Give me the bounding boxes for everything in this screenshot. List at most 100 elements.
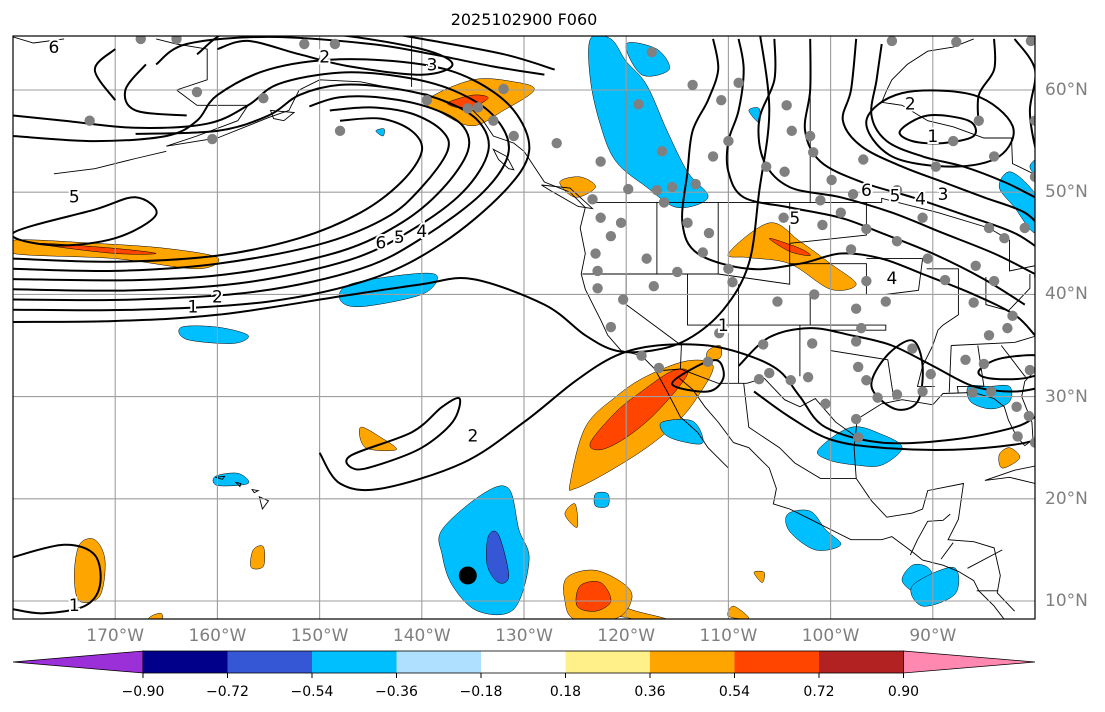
station-dot xyxy=(656,146,668,157)
contour-sc-closed xyxy=(977,354,1035,381)
station-dot xyxy=(421,95,433,106)
station-dot xyxy=(852,432,864,443)
station-dot xyxy=(761,161,772,172)
station-dot xyxy=(847,189,859,200)
coast-kodiak xyxy=(269,109,296,122)
longitude-label: 90°W xyxy=(909,626,957,646)
station-dot xyxy=(1029,437,1035,448)
station-dot xyxy=(615,217,627,229)
station-dot xyxy=(727,276,738,288)
longitude-label: 170°W xyxy=(86,626,145,646)
fill-neg-panama xyxy=(910,567,960,607)
station-dot xyxy=(807,338,818,349)
station-dot xyxy=(633,99,644,110)
station-dot xyxy=(973,115,984,126)
contour-label: 2 xyxy=(905,94,916,114)
station-dot xyxy=(978,358,990,370)
station-dot xyxy=(845,244,857,255)
station-dot xyxy=(802,371,814,383)
fill-pos-baja-core xyxy=(589,368,689,451)
longitude-label: 160°W xyxy=(188,626,247,646)
contour-label: 3 xyxy=(938,185,949,205)
contour-east-1 xyxy=(681,38,1035,337)
latitude-label: 30°N xyxy=(1045,386,1088,407)
station-dot xyxy=(858,154,869,165)
contour-ridge-6 xyxy=(13,117,424,263)
contour-east-2 xyxy=(725,38,1026,306)
border-us-states-9 xyxy=(866,258,924,295)
contour-label: 5 xyxy=(394,228,405,248)
latitude-label: 50°N xyxy=(1045,182,1088,203)
station-dot xyxy=(1029,115,1035,126)
colorbar-tick-label: 0.54 xyxy=(718,684,751,700)
contour-label: 5 xyxy=(890,186,901,206)
coast-cuba xyxy=(984,465,1035,485)
station-dot xyxy=(587,194,598,205)
station-dot xyxy=(84,115,95,126)
fill-neg-alaska-ne xyxy=(625,42,670,77)
station-dot xyxy=(778,212,789,223)
station-dot xyxy=(716,95,727,106)
station-dot xyxy=(636,350,647,361)
border-us-states-10 xyxy=(916,268,959,387)
station-dot xyxy=(983,222,995,234)
station-dots xyxy=(84,36,1035,448)
station-dot xyxy=(826,174,837,186)
contour-label: 4 xyxy=(416,222,427,242)
station-dot xyxy=(850,336,862,347)
colorbar-frame xyxy=(142,650,904,674)
colorbar-tick-label: −0.18 xyxy=(459,684,503,700)
contour-1-west-pacific xyxy=(13,543,102,615)
station-dot xyxy=(886,36,898,47)
station-dot xyxy=(985,386,997,397)
graticule xyxy=(13,36,1035,619)
latitude-label: 20°N xyxy=(1045,488,1088,509)
contour-label: 1 xyxy=(187,298,198,318)
contour-gulf-closed xyxy=(870,339,924,411)
station-dot xyxy=(1025,36,1035,47)
station-dot xyxy=(850,303,862,314)
longitude-label: 100°W xyxy=(801,626,860,646)
location-marker xyxy=(458,566,477,585)
coast-alaska-south xyxy=(155,38,525,152)
contour-3-north xyxy=(399,36,555,71)
station-dot xyxy=(988,151,1000,162)
contour-aleutian-low xyxy=(196,36,454,76)
colorbar-tick-label: 0.36 xyxy=(634,684,666,700)
station-dot xyxy=(809,289,820,300)
fill-neg-baja-gulf xyxy=(659,419,704,445)
station-dot xyxy=(983,330,995,341)
station-dot xyxy=(1007,310,1018,322)
station-dot xyxy=(1002,322,1013,334)
border-us-states-11 xyxy=(948,345,952,393)
contour-east-6 xyxy=(870,43,1035,199)
fill-neg-subtropics xyxy=(178,325,249,344)
station-dot xyxy=(733,77,744,89)
station-dot xyxy=(917,212,928,223)
station-dot xyxy=(472,102,484,113)
contour-2-closed xyxy=(345,397,462,471)
station-dot xyxy=(856,322,867,334)
station-dot xyxy=(951,36,962,48)
contour-label: 1 xyxy=(69,596,80,616)
colorbar-segment xyxy=(396,651,482,673)
station-dot xyxy=(690,178,701,190)
station-dot xyxy=(682,217,693,229)
station-dot xyxy=(329,38,341,50)
colorbar-tick-label: −0.90 xyxy=(121,684,165,700)
station-dot xyxy=(1023,410,1035,422)
station-dot xyxy=(334,125,346,137)
border-central-america xyxy=(909,513,951,556)
contour-label: 3 xyxy=(427,55,438,75)
colorbar-segment xyxy=(565,651,651,673)
border-central-america-3 xyxy=(967,549,1003,569)
colorbar-segment xyxy=(227,651,313,673)
station-dot xyxy=(595,212,606,223)
contour-east-3 xyxy=(757,38,1035,275)
station-dot xyxy=(648,281,659,292)
station-dot xyxy=(948,135,959,147)
latitude-label: 60°N xyxy=(1045,80,1088,100)
contour-alaska-west xyxy=(123,63,187,117)
station-dot xyxy=(623,183,634,195)
station-dot xyxy=(850,413,862,425)
